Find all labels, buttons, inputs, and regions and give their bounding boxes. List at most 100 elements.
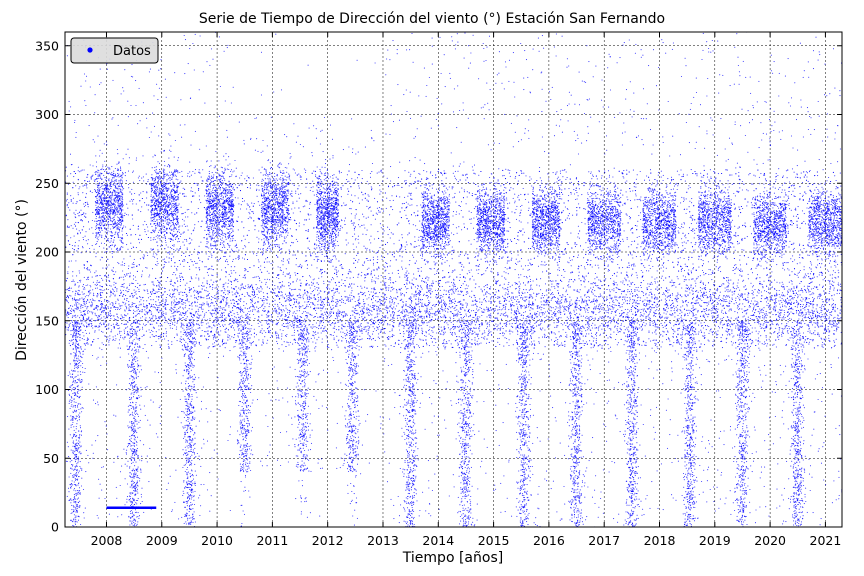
data-point — [112, 207, 113, 208]
data-point — [683, 513, 684, 514]
data-point — [714, 301, 715, 302]
data-point — [78, 286, 79, 287]
data-point — [405, 304, 406, 305]
data-point — [578, 153, 579, 154]
data-point — [586, 333, 587, 334]
data-point — [733, 253, 734, 254]
data-point — [175, 369, 176, 370]
data-point — [570, 378, 571, 379]
data-point — [227, 440, 228, 441]
data-point — [180, 236, 181, 237]
data-point — [829, 93, 830, 94]
data-point — [211, 457, 212, 458]
data-point — [622, 267, 623, 268]
data-point — [725, 498, 726, 499]
data-point — [321, 458, 322, 459]
data-point — [523, 188, 524, 189]
data-point — [470, 52, 471, 53]
data-point — [814, 212, 815, 213]
data-point — [760, 173, 761, 174]
data-point — [211, 255, 212, 256]
data-point — [180, 125, 181, 126]
data-point — [761, 253, 762, 254]
data-point — [421, 357, 422, 358]
data-point — [794, 478, 795, 479]
data-point — [751, 202, 752, 203]
data-point — [721, 475, 722, 476]
data-point — [198, 497, 199, 498]
data-point — [780, 365, 781, 366]
data-point — [256, 138, 257, 139]
data-point — [118, 300, 119, 301]
data-point — [88, 383, 89, 384]
data-point — [242, 201, 243, 202]
data-point — [100, 150, 101, 151]
data-point — [624, 230, 625, 231]
data-point — [194, 173, 195, 174]
data-point — [224, 51, 225, 52]
data-point — [372, 277, 373, 278]
data-point — [581, 143, 582, 144]
data-point — [775, 181, 776, 182]
data-point — [766, 102, 767, 103]
data-point — [739, 368, 740, 369]
data-point — [275, 399, 276, 400]
data-point — [756, 164, 757, 165]
data-point — [72, 299, 73, 300]
data-point — [633, 265, 634, 266]
data-point — [366, 331, 367, 332]
data-point — [235, 342, 236, 343]
data-point — [723, 313, 724, 314]
data-point — [434, 268, 435, 269]
data-point — [253, 220, 254, 221]
data-point — [622, 384, 623, 385]
data-point — [86, 76, 87, 77]
data-point — [697, 235, 698, 236]
data-point — [730, 85, 731, 86]
data-point — [343, 463, 344, 464]
data-point — [101, 490, 102, 491]
data-point — [494, 485, 495, 486]
data-point — [229, 247, 230, 248]
data-point — [242, 184, 243, 185]
data-point — [444, 290, 445, 291]
data-point — [494, 143, 495, 144]
data-point — [184, 239, 185, 240]
data-point — [364, 389, 365, 390]
data-point — [651, 481, 652, 482]
data-point — [212, 287, 213, 288]
data-point — [537, 525, 538, 526]
data-point — [406, 89, 407, 90]
data-point — [710, 117, 711, 118]
data-point — [67, 194, 68, 195]
data-point — [153, 402, 154, 403]
data-point — [344, 220, 345, 221]
data-point — [70, 310, 71, 311]
data-point — [542, 136, 543, 137]
data-point — [460, 301, 461, 302]
data-point — [78, 192, 79, 193]
data-point — [146, 197, 147, 198]
data-point — [716, 306, 717, 307]
data-point — [649, 180, 650, 181]
data-point — [473, 182, 474, 183]
data-point — [813, 429, 814, 430]
data-point — [712, 50, 713, 51]
data-point — [699, 465, 700, 466]
data-point — [159, 407, 160, 408]
data-point — [193, 264, 194, 265]
data-point — [498, 384, 499, 385]
data-point — [224, 315, 225, 316]
data-point — [537, 508, 538, 509]
data-point — [686, 365, 687, 366]
data-point — [79, 230, 80, 231]
data-point — [640, 199, 641, 200]
data-point — [808, 459, 809, 460]
data-point — [796, 119, 797, 120]
data-point — [657, 346, 658, 347]
data-point — [206, 145, 207, 146]
data-point — [352, 315, 353, 316]
data-point — [799, 333, 800, 334]
data-point — [85, 105, 86, 106]
data-point — [703, 274, 704, 275]
